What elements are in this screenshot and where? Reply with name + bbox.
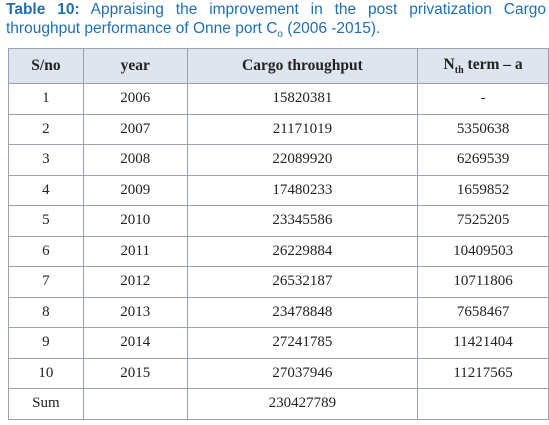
table-cell: 2015 (82, 357, 188, 389)
table-cell: 10 (8, 357, 84, 389)
table-cell: 9 (8, 327, 84, 359)
header-n: N (443, 56, 455, 73)
table-row: 3 2008 22089920 6269539 (8, 144, 549, 176)
table-cell: 230427789 (186, 388, 419, 420)
table-cell: 27241785 (186, 327, 419, 359)
table-cell: 15820381 (186, 83, 419, 115)
table-row: 1 2006 15820381- (8, 83, 549, 115)
table-cell (417, 388, 549, 420)
header-cell: S/no (8, 48, 84, 84)
table-cell: 23478848 (186, 296, 419, 328)
table-caption: Table 10: Appraising the improvement in … (6, 0, 546, 44)
header-rest: term – a (467, 56, 523, 73)
table-row: 4 2009 17480233 1659852 (8, 174, 549, 206)
table-cell: 3 (8, 144, 84, 176)
table-cell: 10711806 (417, 266, 549, 298)
table-row: 2 2007 21171019 5350638 (8, 113, 549, 145)
caption-label: Table 10: (6, 1, 80, 18)
header-cell: Cargo throughput (186, 48, 419, 84)
table-body: 1 2006 15820381-2 2007 21171019 5350638 3 2008 2… (8, 83, 549, 420)
table-cell: 1659852 (417, 174, 549, 206)
table-cell: 22089920 (186, 144, 419, 176)
table-cell: 2012 (82, 266, 188, 298)
table-cell: 2013 (82, 296, 188, 328)
table-cell: 26229884 (186, 235, 419, 267)
data-table: S/no year Cargo throughput Nth term – a … (8, 48, 549, 420)
table-cell: 7 (8, 266, 84, 298)
table-cell: 27037946 (186, 357, 419, 389)
table-cell: 1 (8, 83, 84, 115)
table-row: 9 2014 27241785 11421404 (8, 327, 549, 359)
header-cell: Nth term – a (417, 48, 549, 84)
table-cell: 2008 (82, 144, 188, 176)
header-row: S/no year Cargo throughput Nth term – a (8, 48, 549, 84)
table-cell: 11421404 (417, 327, 549, 359)
table-cell: 2014 (82, 327, 188, 359)
table-cell: 4 (8, 174, 84, 206)
table-cell: 17480233 (186, 174, 419, 206)
table-cell: 2011 (82, 235, 188, 267)
table-cell: 7525205 (417, 205, 549, 237)
table-cell: 6 (8, 235, 84, 267)
table-row: 6 2011 26229884 10409503 (8, 235, 549, 267)
header-cell: year (82, 48, 188, 84)
table-cell: 21171019 (186, 113, 419, 145)
table-cell: 8 (8, 296, 84, 328)
table-cell (82, 388, 188, 420)
caption-tail: (2006 -2015). (287, 20, 381, 37)
table-row: 8 2013 23478848 7658467 (8, 296, 549, 328)
table-cell: 2009 (82, 174, 188, 206)
table-cell: 6269539 (417, 144, 549, 176)
table-cell: 23345586 (186, 205, 419, 237)
table-cell: 10409503 (417, 235, 549, 267)
table-cell: 2006 (82, 83, 188, 115)
table-row: 7 2012 26532187 10711806 (8, 266, 549, 298)
table-cell: 26532187 (186, 266, 419, 298)
table-cell: Sum (8, 388, 84, 420)
table-cell: 2010 (82, 205, 188, 237)
table-header: S/no year Cargo throughput Nth term – a (8, 48, 549, 84)
table-cell: 5 (8, 205, 84, 237)
table-row: 5 2010 23345586 7525205 (8, 205, 549, 237)
header-sub: th (454, 65, 464, 76)
table-cell: 7658467 (417, 296, 549, 328)
table-cell: 5350638 (417, 113, 549, 145)
table-cell: 2 (8, 113, 84, 145)
table-cell: - (417, 83, 549, 115)
table-cell: 11217565 (417, 357, 549, 389)
table-cell: 2007 (82, 113, 188, 145)
caption-subscript: o (277, 29, 283, 40)
caption-text: Appraising the improvement in the post p… (6, 1, 547, 37)
table-row: Sum 230427789 (8, 388, 549, 420)
table-row: 10 2015 27037946 11217565 (8, 357, 549, 389)
